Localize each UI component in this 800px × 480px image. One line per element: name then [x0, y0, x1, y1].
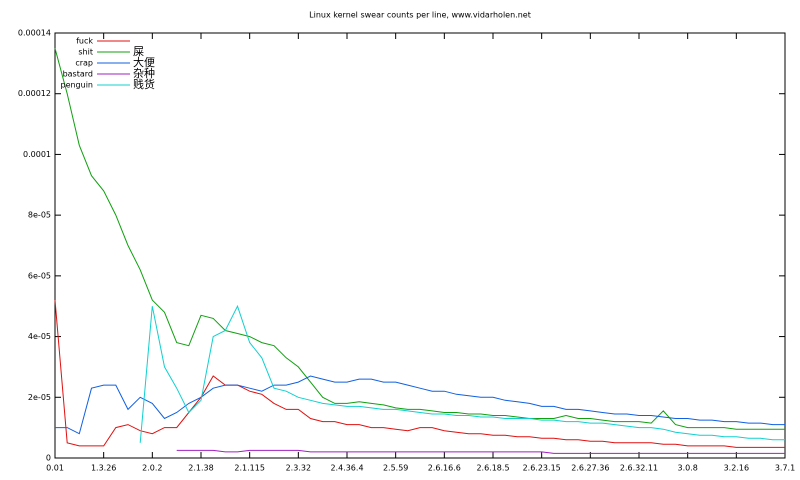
- y-tick-label: 0: [46, 454, 51, 463]
- annotation: 屎: [133, 45, 144, 58]
- legend-label: bastard: [63, 70, 93, 79]
- annotation: 杂种: [133, 66, 155, 80]
- y-tick-label: 0.00012: [18, 89, 51, 98]
- x-tick-label: 3.2.16: [724, 464, 749, 473]
- series-line: [139, 304, 785, 443]
- x-tick-label: 2.6.16.6: [428, 464, 461, 473]
- legend-label: crap: [75, 59, 93, 68]
- x-tick-label: 2.6.23.15: [523, 464, 561, 473]
- x-tick-label: 3.7.1: [775, 464, 795, 473]
- plot-frame: [54, 32, 786, 459]
- x-tick-label: 2.3.32: [286, 464, 311, 473]
- series-line: [54, 48, 785, 430]
- x-tick-label: 2.5.59: [383, 464, 408, 473]
- x-tick-label: 2.0.2: [142, 464, 162, 473]
- annotation: 贱货: [133, 77, 155, 91]
- y-tick-label: 0.00014: [18, 29, 51, 38]
- legend-label: shit: [78, 48, 93, 57]
- x-tick-label: 2.6.18.5: [476, 464, 509, 473]
- y-tick-label: 4e-05: [28, 332, 51, 341]
- chart-title: Linux kernel swear counts per line, www.…: [309, 11, 531, 20]
- y-tick-label: 0.0001: [23, 150, 51, 159]
- x-tick-label: 1.3.26: [91, 464, 116, 473]
- x-tick-label: 2.4.36.4: [330, 464, 363, 473]
- legend-label: fuck: [76, 37, 93, 46]
- x-tick-label: 2.6.32.11: [620, 464, 658, 473]
- series-line: [54, 300, 785, 448]
- x-tick-label: 0.01: [46, 464, 64, 473]
- y-tick-label: 2e-05: [28, 393, 51, 402]
- y-tick-label: 6e-05: [28, 271, 51, 280]
- series-line: [55, 375, 785, 435]
- legend-label: penguin: [60, 81, 93, 90]
- y-tick-label: 8e-05: [28, 211, 51, 220]
- x-tick-label: 2.1.38: [188, 464, 213, 473]
- series-line: [176, 449, 785, 454]
- annotation: 大便: [133, 55, 155, 69]
- x-tick-label: 3.0.8: [677, 464, 697, 473]
- x-tick-label: 2.6.27.36: [571, 464, 609, 473]
- x-tick-label: 2.1.115: [234, 464, 265, 473]
